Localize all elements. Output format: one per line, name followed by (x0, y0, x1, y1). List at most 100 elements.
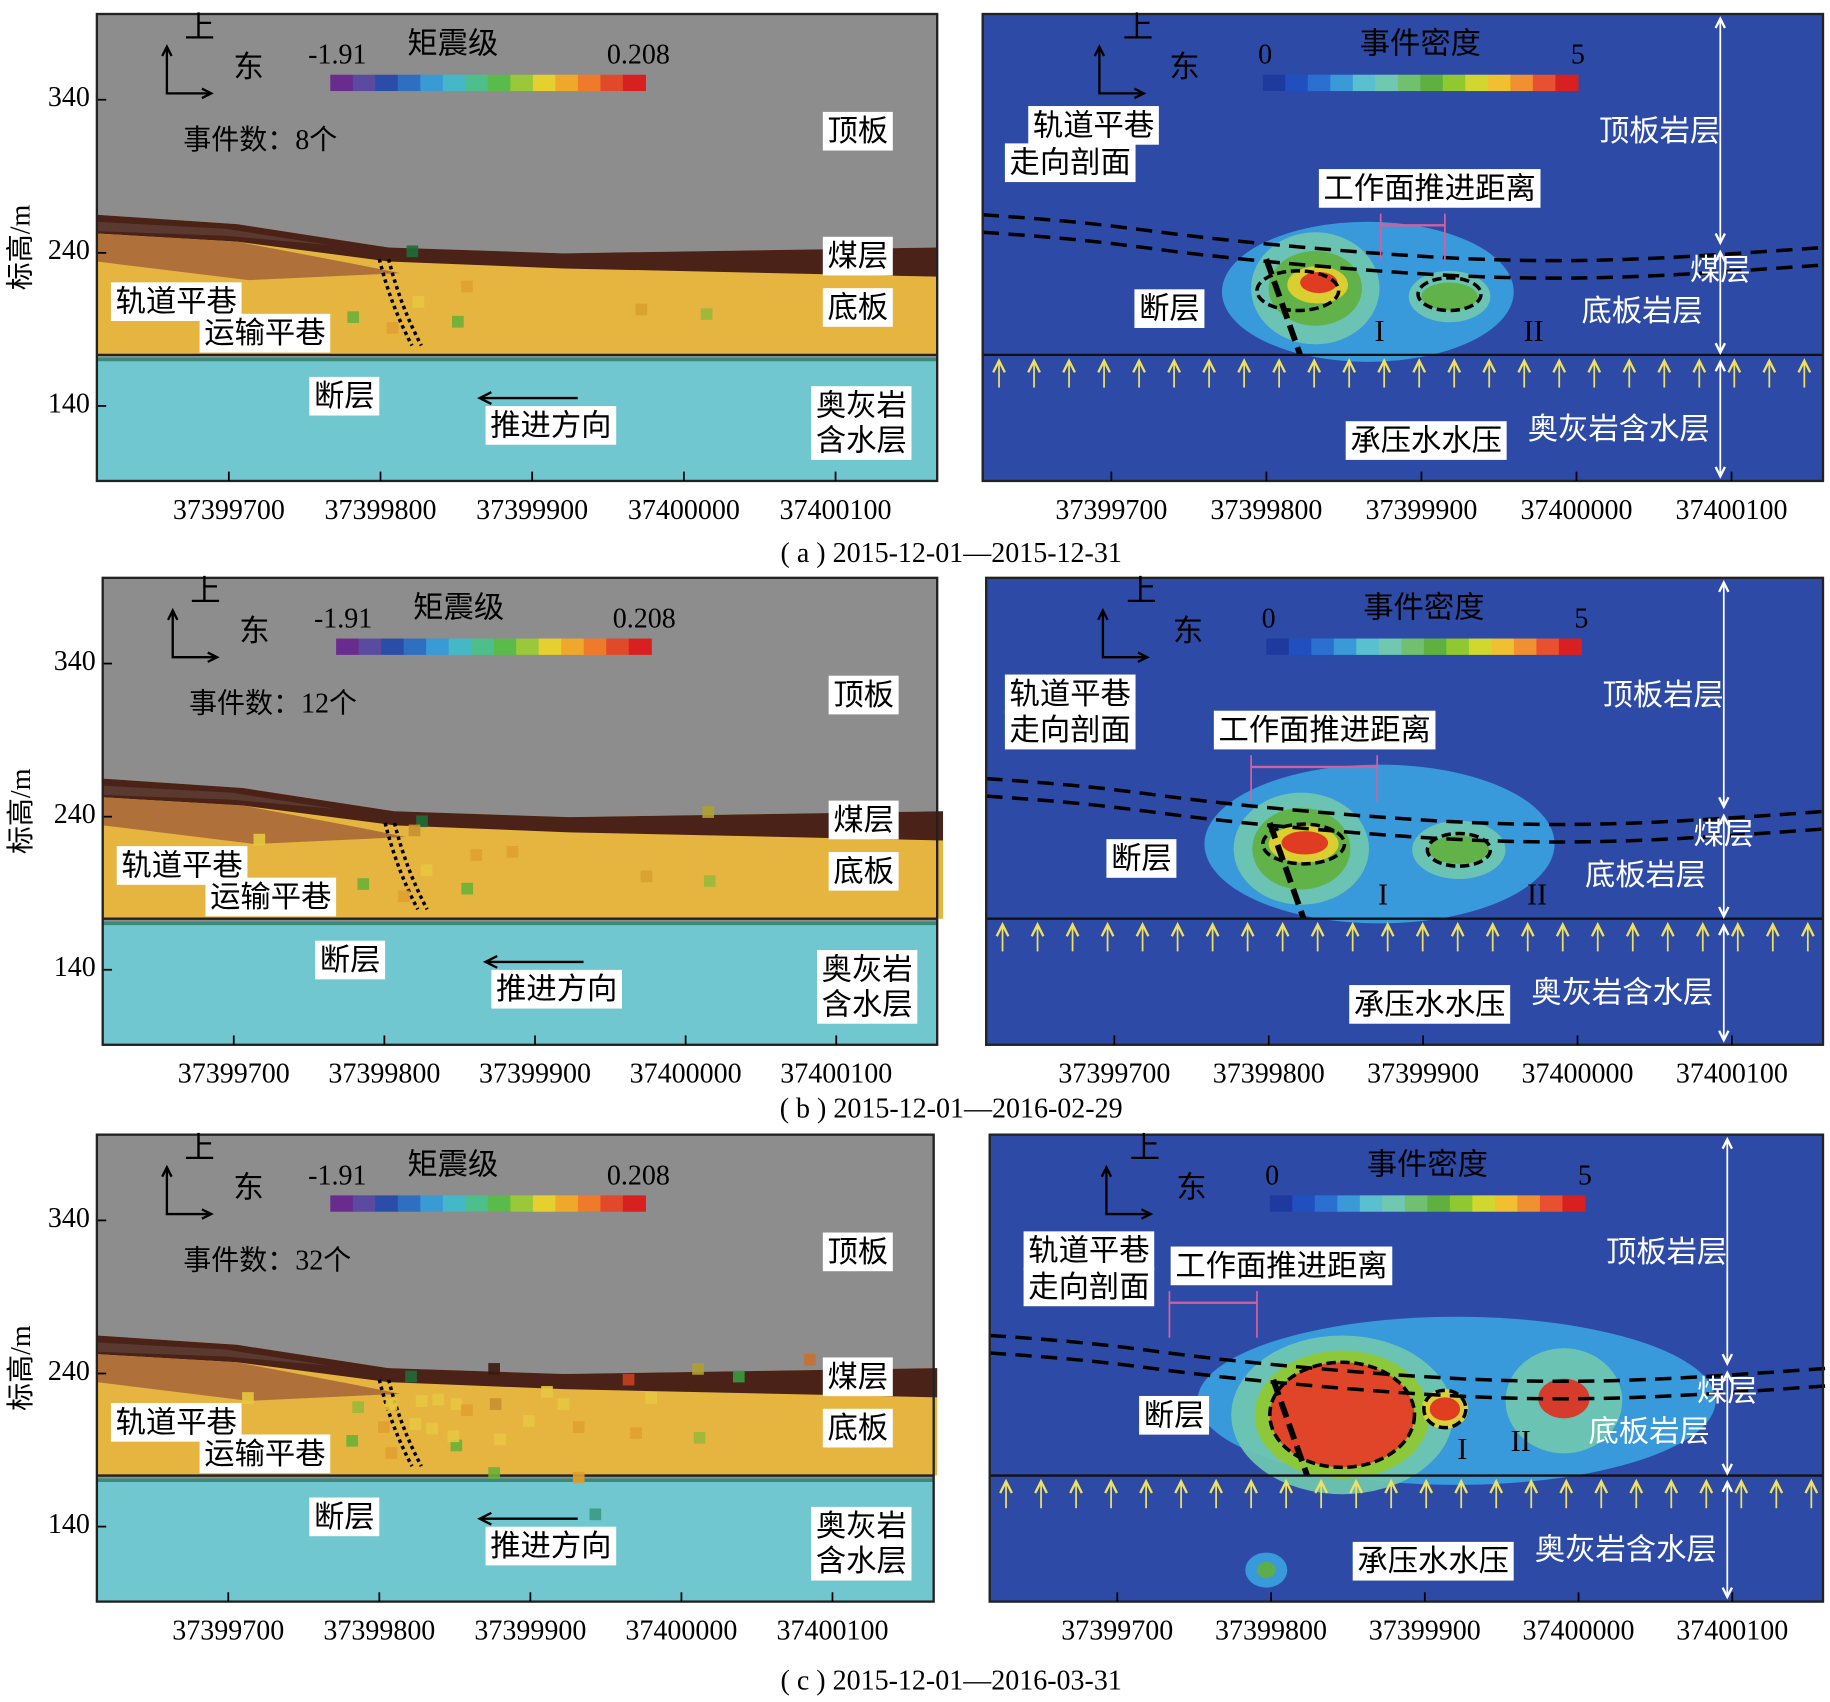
annotation: 运输平巷 (210, 880, 331, 914)
colorbar-min: 0 (1265, 1160, 1279, 1191)
arrow-head (1587, 358, 1602, 373)
coal-layer (102, 778, 944, 841)
colorbar-band (1285, 74, 1309, 92)
colorbar-band (336, 638, 360, 655)
arrow-head (1137, 651, 1150, 663)
event-point (346, 1435, 358, 1447)
colorbar-band (555, 74, 579, 92)
arrow-head (1762, 358, 1777, 373)
label-box (485, 1526, 617, 1566)
label-box (822, 111, 893, 151)
colorbar-band (532, 1195, 556, 1212)
annotation: 奥灰岩 (816, 1509, 907, 1543)
colorbar-band (600, 1195, 624, 1212)
arrow-head (1412, 358, 1427, 373)
colorbar-band (330, 1195, 354, 1212)
label-box (1345, 421, 1507, 460)
label-box (309, 376, 380, 416)
colorbar-min: -1.91 (308, 40, 366, 71)
event-point (385, 1398, 398, 1410)
colorbar-band (1449, 1195, 1473, 1212)
annotation: 走向剖面 (1010, 713, 1131, 747)
event-point (432, 1393, 445, 1406)
label-box (199, 1434, 331, 1474)
colorbar-band (555, 1195, 579, 1212)
event-point (408, 824, 421, 837)
x-tick-label: 37399800 (323, 1616, 435, 1647)
annotation: 底板岩层 (1581, 294, 1702, 328)
event-point (253, 833, 266, 846)
label-box (811, 386, 912, 425)
annotation: 东 (1169, 50, 1199, 84)
colorbar-band (1266, 638, 1290, 655)
x-tick-label: 37399900 (1365, 495, 1477, 526)
arrow-head (1345, 921, 1360, 937)
colorbar-band (1555, 74, 1579, 92)
arrow-head (1718, 923, 1730, 936)
x-tick-label: 37399800 (1213, 1059, 1325, 1090)
caption: ( b ) 2015-12-01—2016-02-29 (780, 1094, 1123, 1125)
annotation: 底板 (827, 290, 888, 324)
arrow-head (1140, 1208, 1154, 1220)
y-tick-label: 240 (48, 1356, 90, 1387)
colorbar-title: 事件密度 (1363, 590, 1484, 624)
label-box (1318, 169, 1541, 208)
annotation: 轨道平巷 (1010, 677, 1131, 711)
arrow-head (1718, 813, 1730, 826)
annotation: 上 (1126, 574, 1156, 608)
orientation-axes (1105, 1169, 1149, 1216)
transition-layer (96, 233, 401, 281)
label-box (1213, 710, 1436, 750)
arrow-head (1730, 921, 1745, 937)
arrow-head (1349, 1478, 1364, 1494)
arrow-head (1100, 1164, 1113, 1178)
arrow-head (1240, 921, 1255, 937)
event-point (409, 1418, 422, 1430)
colorbar-band (1330, 74, 1354, 92)
x-tick-label: 37400100 (780, 1059, 892, 1090)
roadway-band (102, 785, 337, 809)
event-point (452, 315, 464, 328)
colorbar-band (1359, 1195, 1383, 1212)
colorbar-band (1472, 1195, 1496, 1212)
arrow-head (1714, 466, 1727, 479)
colorbar-band (1378, 638, 1402, 655)
fault-line (1270, 1378, 1310, 1477)
y-tick-label: 240 (48, 235, 90, 266)
event-point (640, 870, 653, 883)
colorbar-band (606, 638, 630, 655)
event-point (732, 1370, 745, 1383)
density-blob (1421, 282, 1478, 311)
y-axis-label: 标高/m (5, 1325, 37, 1411)
colorbar-band (358, 638, 382, 655)
colorbar-band (561, 638, 585, 655)
roadway-band (96, 221, 331, 246)
arrow-head (1559, 1478, 1574, 1494)
annotation: 煤层 (827, 239, 888, 273)
arrow-head (1450, 921, 1465, 937)
colorbar-band (330, 74, 354, 92)
x-tick-label: 37399900 (1369, 1616, 1481, 1647)
annotation: 断层 (314, 379, 375, 413)
annotation: 推进方向 (490, 1529, 611, 1563)
event-point (470, 849, 483, 861)
colorbar-band (1517, 1195, 1541, 1212)
colorbar-band (510, 1195, 534, 1212)
annotation: 断层 (1111, 841, 1172, 875)
colorbar-band (1513, 638, 1537, 655)
colorbar-band (1423, 638, 1447, 655)
arrow-head (1209, 1478, 1223, 1494)
orientation-axes (1101, 612, 1145, 659)
colorbar-band (1446, 638, 1470, 655)
label-box (1349, 985, 1511, 1024)
label-box (1004, 710, 1136, 750)
arrow-head (1482, 358, 1497, 373)
annotation: 奥灰岩 (822, 952, 913, 986)
arrow-head (1133, 87, 1147, 100)
x-tick-label: 37400000 (630, 1059, 742, 1090)
label-box (811, 1506, 912, 1546)
colorbar-band (1292, 1195, 1316, 1212)
annotation: 轨道平巷 (1033, 108, 1154, 142)
colorbar (1269, 1195, 1586, 1212)
event-count: 事件数：32个 (183, 1244, 351, 1276)
